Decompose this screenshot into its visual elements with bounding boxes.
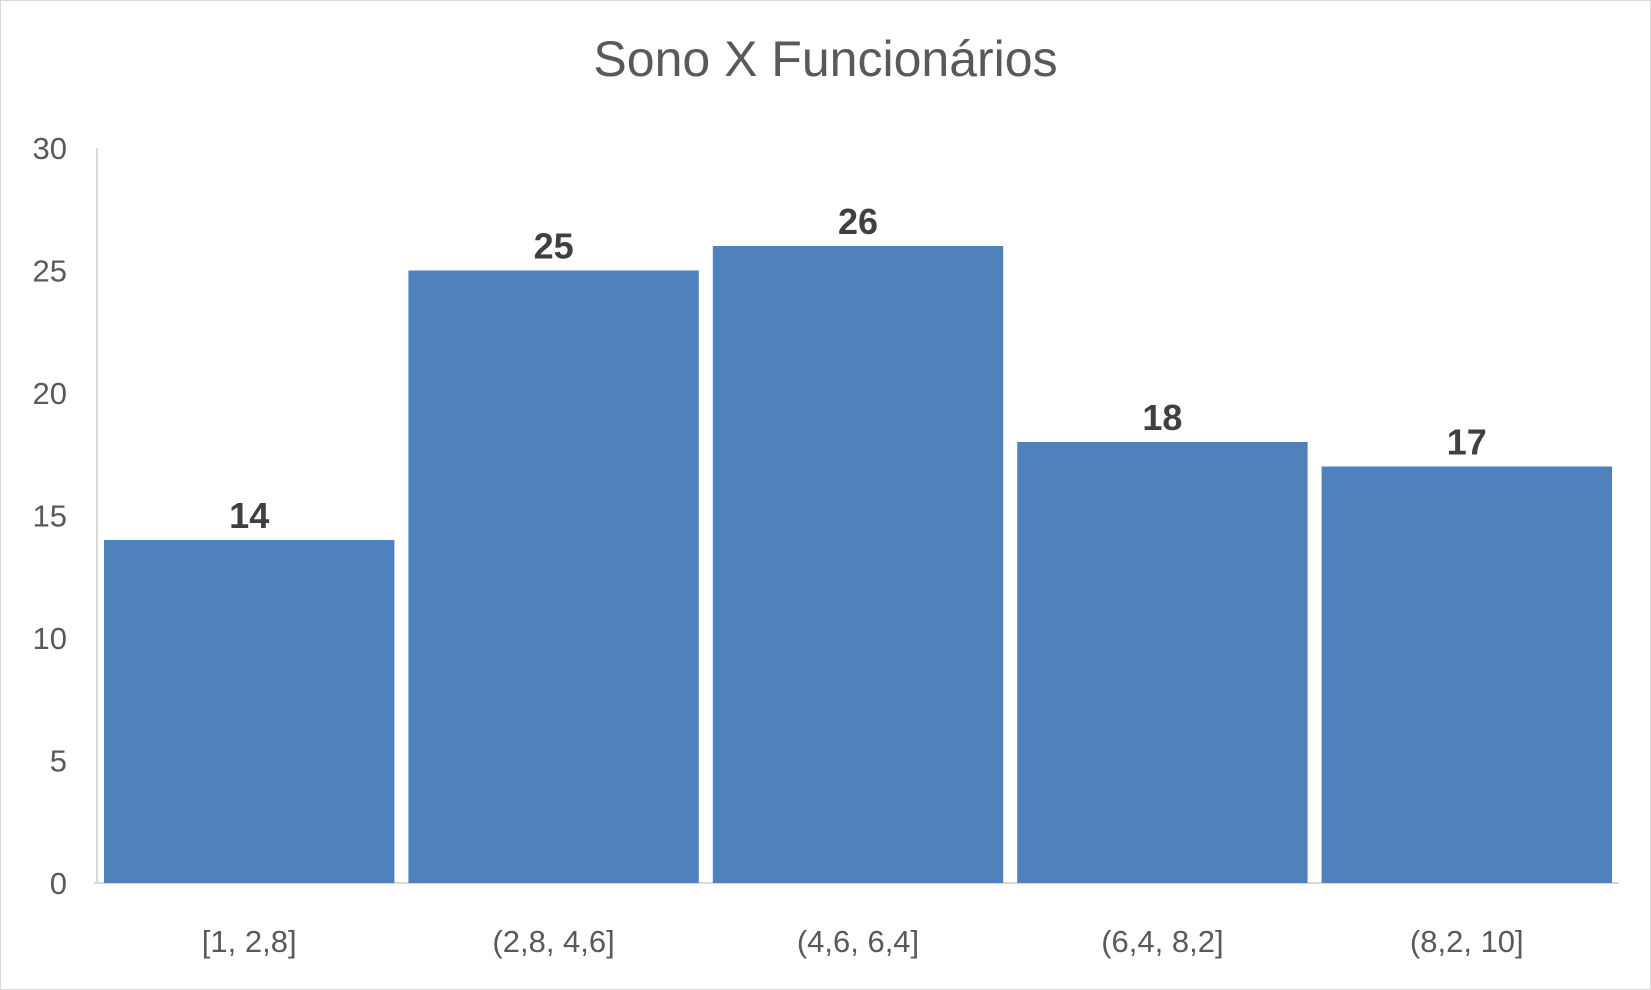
- y-tick-label: 5: [50, 744, 67, 779]
- chart-title: Sono X Funcionários: [593, 31, 1058, 87]
- y-tick-label: 20: [33, 376, 67, 411]
- bar-value-label: 18: [1142, 397, 1182, 438]
- bar: [1017, 442, 1308, 883]
- bar-value-label: 17: [1447, 422, 1487, 463]
- bars-group: [104, 246, 1612, 883]
- data-labels-group: 14 25 26 18 17: [229, 201, 1487, 536]
- x-tick-label: [1, 2,8]: [202, 924, 297, 959]
- bar: [1321, 466, 1612, 883]
- y-axis-ticks: 0 5 10 15 20 25 30: [33, 131, 67, 901]
- bar: [712, 246, 1004, 883]
- bar: [408, 270, 699, 883]
- y-tick-label: 15: [33, 499, 67, 534]
- bar-value-label: 25: [534, 226, 574, 267]
- x-tick-label: (2,8, 4,6]: [492, 924, 614, 959]
- x-tick-label: (4,6, 6,4]: [797, 924, 919, 959]
- x-axis-ticks: [1, 2,8] (2,8, 4,6] (4,6, 6,4] (6,4, 8,2] (8…: [202, 924, 1524, 959]
- x-tick-label: (8,2, 10]: [1410, 924, 1524, 959]
- y-tick-label: 0: [50, 866, 67, 901]
- bar: [104, 540, 395, 883]
- y-tick-label: 10: [33, 621, 67, 656]
- bar-value-label: 26: [838, 201, 878, 242]
- bar-value-label: 14: [229, 495, 269, 536]
- x-tick-label: (6,4, 8,2]: [1101, 924, 1223, 959]
- y-tick-label: 25: [33, 254, 67, 289]
- y-tick-label: 30: [33, 131, 67, 166]
